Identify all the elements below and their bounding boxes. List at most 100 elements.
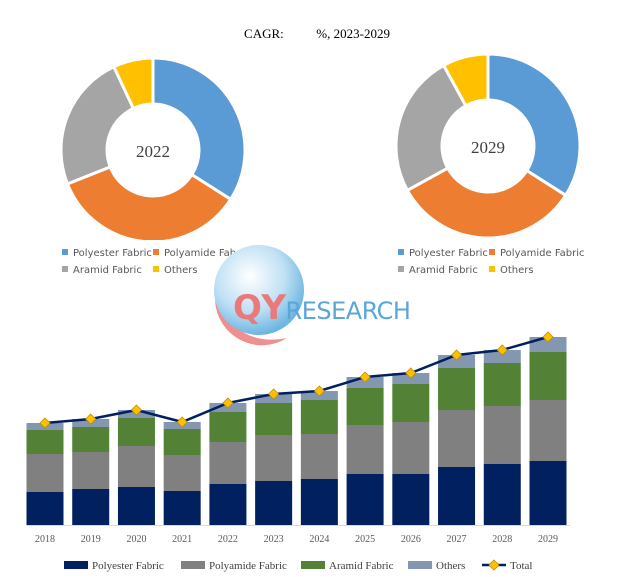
legend-polyamide: Polyamide Fabric <box>153 248 249 259</box>
x-tick-label: 2019 <box>81 534 101 545</box>
legend-swatch-aramid-fabric <box>301 561 325 569</box>
chart-title: CAGR: %, 2023-2029 <box>0 26 634 42</box>
bar-polyester-fabric-2022 <box>209 484 247 525</box>
bar-polyester-fabric-2025 <box>346 474 384 525</box>
total-marker-2026 <box>405 367 417 379</box>
bar-polyester-fabric-2024 <box>300 479 338 525</box>
bar-others-2018 <box>26 423 64 430</box>
bar-polyamide-fabric-2019 <box>72 452 110 489</box>
legend-label-aramid-fabric: Aramid Fabric <box>329 560 394 572</box>
bar-aramid-fabric-2024 <box>300 400 338 434</box>
bar-others-2024 <box>300 391 338 400</box>
donut-slice-aramid-fabric <box>59 64 136 186</box>
bar-aramid-fabric-2020 <box>117 418 155 446</box>
bar-polyamide-fabric-2026 <box>392 422 430 474</box>
total-marker-2021 <box>176 416 188 428</box>
donut-slice-others <box>441 52 490 108</box>
legend-aramid: Aramid Fabric <box>62 265 142 276</box>
donut-charts: 2022 2029 <box>59 52 582 240</box>
bar-others-2026 <box>392 373 430 384</box>
bar-polyamide-fabric-2025 <box>346 425 384 474</box>
bar-aramid-fabric-2028 <box>483 363 521 406</box>
legend-label-others: Others <box>436 560 465 572</box>
bar-others-2019 <box>72 419 110 427</box>
donut-slice-polyamide-fabric <box>405 166 568 240</box>
x-tick-label: 2026 <box>401 534 421 545</box>
cagr-label: CAGR: <box>244 26 284 41</box>
total-marker-2023 <box>268 388 280 400</box>
bar-others-2028 <box>483 350 521 363</box>
bar-polyamide-fabric-2023 <box>255 435 293 481</box>
donut-slice-polyamide-fabric <box>65 164 233 240</box>
total-marker-2025 <box>359 371 371 383</box>
bar-polyester-fabric-2020 <box>117 487 155 525</box>
bar-aramid-fabric-2021 <box>163 429 201 455</box>
x-tick-label: 2018 <box>35 534 55 545</box>
bar-aramid-fabric-2018 <box>26 430 64 454</box>
x-tick-label: 2027 <box>447 534 467 545</box>
bar-others-2029 <box>529 337 567 352</box>
total-marker-2020 <box>130 404 143 416</box>
legend-polyamide: Polyamide Fabric <box>489 248 585 259</box>
legend-swatch-total-marker <box>488 559 500 571</box>
x-tick-label: 2023 <box>264 534 284 545</box>
bar-others-2025 <box>346 377 384 388</box>
legend-swatch-polyester-fabric <box>64 561 88 569</box>
legend-swatch-others <box>408 561 432 569</box>
cagr-period: %, 2023-2029 <box>316 26 390 41</box>
bar-others-2027 <box>438 355 476 368</box>
x-tick-label: 2024 <box>309 534 329 545</box>
total-marker-2018 <box>39 417 51 429</box>
legend-swatch-polyamide-fabric <box>181 561 205 569</box>
legend-label-polyester-fabric: Polyester Fabric <box>92 560 164 572</box>
bar-polyamide-fabric-2024 <box>300 434 338 479</box>
legend-polyester: Polyester Fabric <box>62 248 152 259</box>
legend-aramid: Aramid Fabric <box>398 265 478 276</box>
bar-polyester-fabric-2028 <box>483 464 521 525</box>
bar-polyester-fabric-2029 <box>529 461 567 525</box>
bar-aramid-fabric-2025 <box>346 388 384 425</box>
x-tick-label: 2020 <box>126 534 146 545</box>
bar-polyamide-fabric-2029 <box>529 400 567 461</box>
total-marker-2028 <box>496 344 508 356</box>
bar-polyester-fabric-2018 <box>26 492 64 525</box>
bar-polyamide-fabric-2021 <box>163 455 201 491</box>
bar-aramid-fabric-2022 <box>209 412 247 442</box>
watermark-text: QYRESEARCH <box>233 288 411 328</box>
total-marker-2019 <box>85 413 97 425</box>
legend-label-total: Total <box>510 560 532 572</box>
bar-others-2023 <box>255 394 293 403</box>
x-tick-label: 2025 <box>355 534 375 545</box>
bar-polyester-fabric-2023 <box>255 481 293 525</box>
bar-polyamide-fabric-2018 <box>26 454 64 492</box>
bar-aramid-fabric-2019 <box>72 427 110 452</box>
bar-polyamide-fabric-2028 <box>483 406 521 464</box>
bar-polyamide-fabric-2020 <box>117 446 155 487</box>
total-marker-2022 <box>222 397 234 409</box>
bar-aramid-fabric-2026 <box>392 384 430 422</box>
bar-polyamide-fabric-2027 <box>438 410 476 467</box>
donut-slice-aramid-fabric <box>394 63 468 193</box>
x-tick-label: 2029 <box>538 534 558 545</box>
x-tick-label: 2021 <box>172 534 192 545</box>
bar-polyester-fabric-2019 <box>72 489 110 525</box>
donut-center-label: 2029 <box>471 138 505 157</box>
donut-slice-polyester-fabric <box>486 52 582 198</box>
legend-others: Others <box>489 265 534 276</box>
donut-slice-polyester-fabric <box>151 56 247 202</box>
bar-others-2021 <box>163 422 201 429</box>
donut-center-label: 2022 <box>136 142 170 161</box>
total-marker-2027 <box>450 349 463 361</box>
bar-aramid-fabric-2023 <box>255 403 293 435</box>
legend-others: Others <box>153 265 198 276</box>
bar-polyamide-fabric-2022 <box>209 442 247 484</box>
bar-aramid-fabric-2029 <box>529 352 567 400</box>
legend-polyester: Polyester Fabric <box>398 248 488 259</box>
x-tick-label: 2028 <box>492 534 512 545</box>
bar-polyester-fabric-2021 <box>163 491 201 525</box>
globe-icon <box>214 245 304 346</box>
bar-others-2022 <box>209 403 247 412</box>
total-marker-2024 <box>313 385 325 397</box>
bar-aramid-fabric-2027 <box>438 368 476 410</box>
